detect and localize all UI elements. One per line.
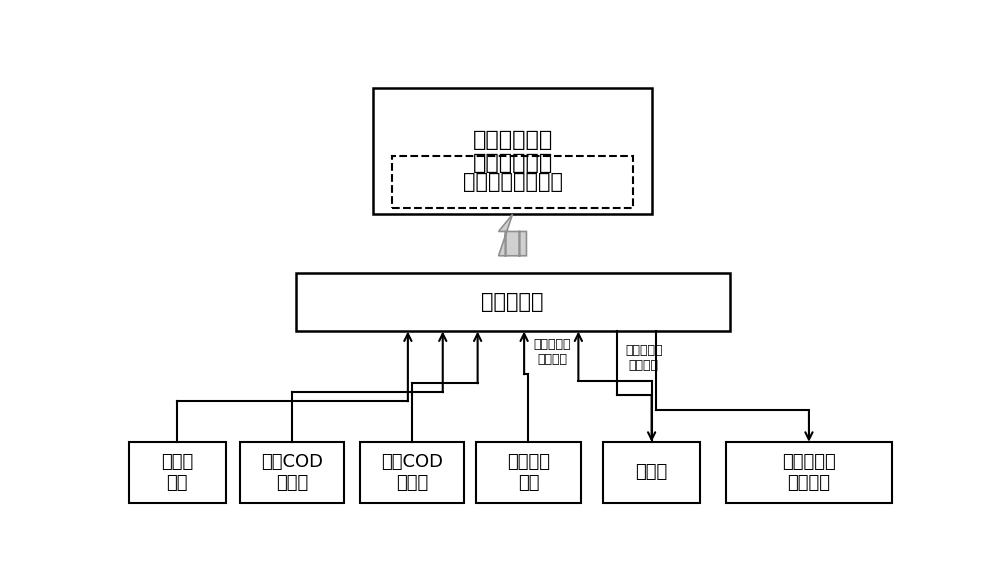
Text: 其他过程
仪表: 其他过程 仪表 <box>507 453 550 491</box>
Text: 鼓风机启闭
控制装置: 鼓风机启闭 控制装置 <box>782 453 836 491</box>
Text: 鼓风机: 鼓风机 <box>635 463 668 481</box>
Text: 进水COD
检测仪: 进水COD 检测仪 <box>261 453 323 491</box>
Text: 进水流
量计: 进水流 量计 <box>161 453 193 491</box>
Bar <box>360 442 464 503</box>
Bar <box>476 442 581 503</box>
Text: 运行决策支持系统: 运行决策支持系统 <box>462 171 562 192</box>
Text: 上位监控系统
（组态软件）: 上位监控系统 （组态软件） <box>472 130 553 173</box>
Polygon shape <box>499 214 526 256</box>
Text: 鼓风机频率
输出信号: 鼓风机频率 输出信号 <box>625 345 662 373</box>
Bar <box>240 442 344 503</box>
Bar <box>129 442 226 503</box>
Bar <box>392 156 633 208</box>
Text: 出水COD
检测仪: 出水COD 检测仪 <box>381 453 443 491</box>
Bar <box>726 442 892 503</box>
Bar <box>603 442 700 503</box>
Text: 鼓风机频率
输入信号: 鼓风机频率 输入信号 <box>533 338 571 366</box>
Bar <box>373 88 652 214</box>
Bar <box>296 273 730 332</box>
Text: 智能控制器: 智能控制器 <box>481 292 544 312</box>
